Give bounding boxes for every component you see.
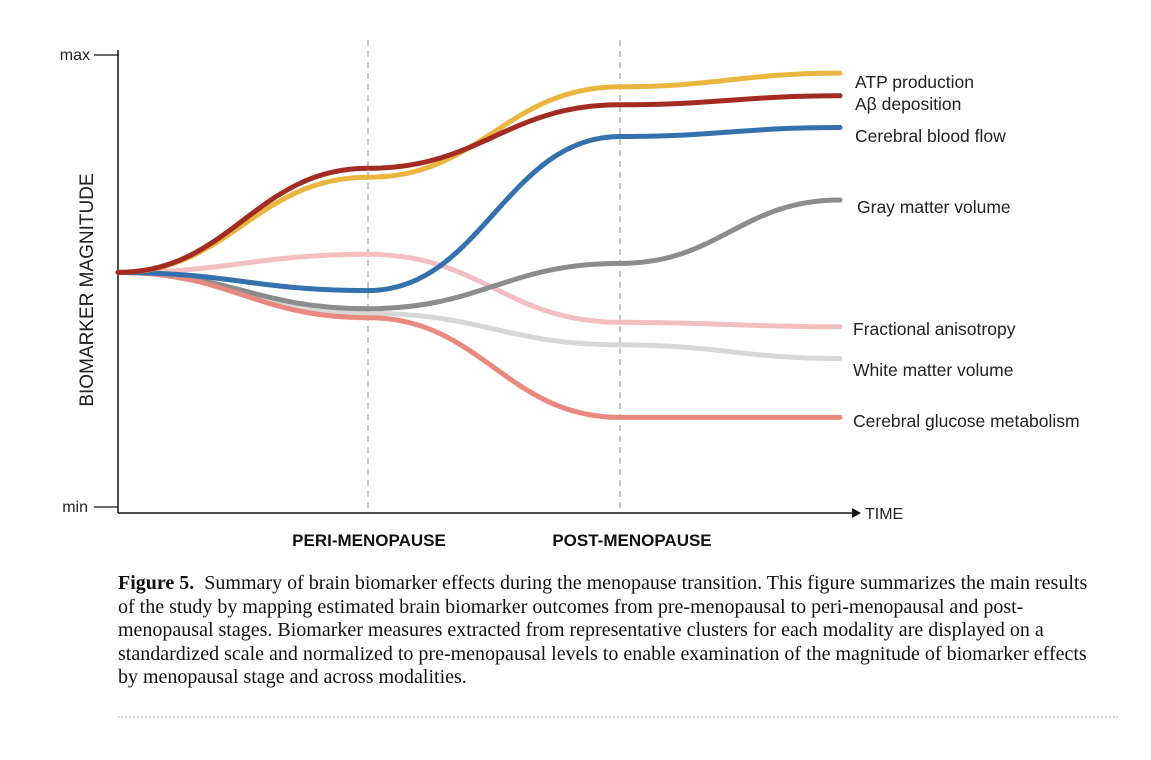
- series-label-6: Cerebral glucose metabolism: [853, 411, 1080, 431]
- figure-caption: Figure 5. Summary of brain biomarker eff…: [118, 572, 1108, 690]
- series-line-2: [115, 125, 843, 294]
- series-line-1: [115, 93, 843, 275]
- series-label-4: Fractional anisotropy: [853, 319, 1016, 339]
- chart-axes: max min BIOMARKER MAGNITUDE TIME PERI-MENOPA…: [60, 40, 903, 550]
- series-label-3: Gray matter volume: [857, 197, 1011, 217]
- biomarker-chart: max min BIOMARKER MAGNITUDE TIME PERI-MENOPA…: [60, 40, 1080, 550]
- series-label-0: ATP production: [855, 72, 974, 92]
- series-label-5: White matter volume: [853, 360, 1013, 380]
- series-label-2: Cerebral blood flow: [855, 126, 1006, 146]
- x-axis-arrow-icon: [852, 508, 861, 518]
- y-axis-label: BIOMARKER MAGNITUDE: [77, 173, 98, 406]
- stage-label-1: PERI-MENOPAUSE: [292, 531, 446, 550]
- figure-label: Figure 5.: [118, 572, 195, 594]
- series-line-3: [115, 197, 843, 312]
- x-axis-label: TIME: [865, 506, 903, 523]
- series-lines: [115, 70, 843, 420]
- series-line-0: [115, 70, 843, 275]
- y-tick-max: max: [60, 47, 90, 64]
- caption-text: Summary of brain biomarker effects durin…: [118, 572, 1088, 688]
- stage-label-2: POST-MENOPAUSE: [552, 531, 711, 550]
- series-line-6: [115, 269, 843, 420]
- y-tick-min: min: [62, 499, 88, 516]
- series-label-1: Aβ deposition: [855, 94, 961, 114]
- dotted-divider: [118, 716, 1118, 718]
